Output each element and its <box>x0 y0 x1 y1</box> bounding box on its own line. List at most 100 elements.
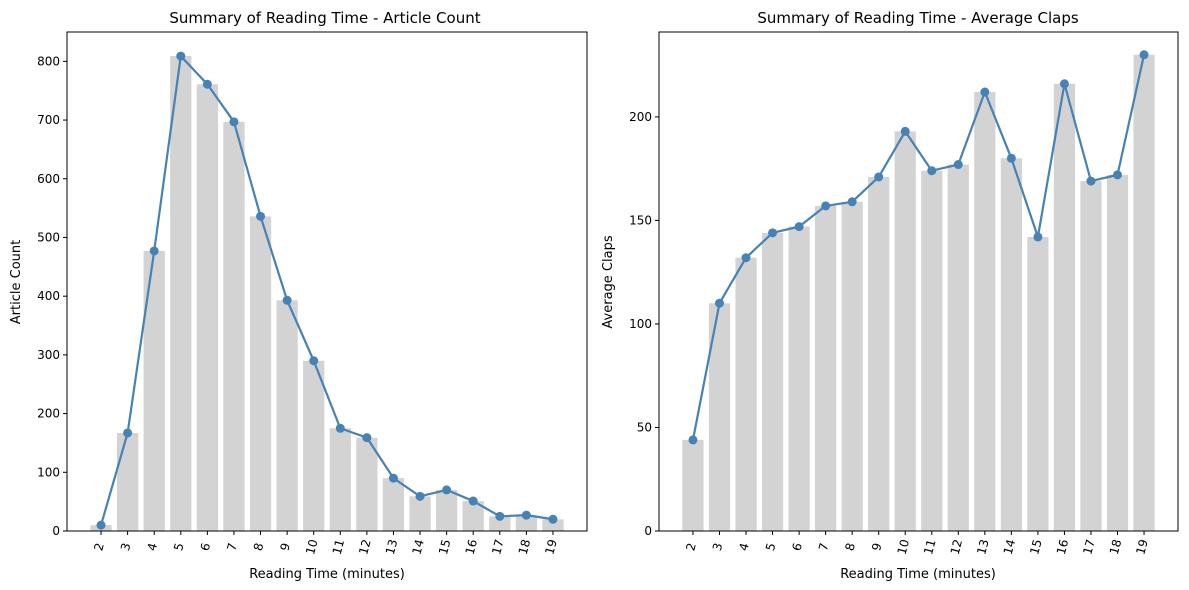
bar-5 <box>170 56 192 532</box>
bar-16 <box>1053 83 1076 531</box>
y-tick-label: 300 <box>37 348 60 362</box>
bar-17 <box>1080 181 1102 531</box>
point-11 <box>927 166 937 176</box>
x-tick-label: 19 <box>542 538 559 556</box>
bar-8 <box>841 201 863 531</box>
x-tick-label: 13 <box>383 538 400 556</box>
bar-9 <box>868 176 890 532</box>
point-12 <box>362 433 372 443</box>
point-11 <box>335 423 345 433</box>
bar-16 <box>462 501 484 531</box>
bars <box>90 56 564 532</box>
point-15 <box>442 485 452 495</box>
point-14 <box>1006 153 1016 163</box>
point-7 <box>229 117 239 127</box>
bar-12 <box>947 164 969 531</box>
bar-3 <box>116 432 139 531</box>
y-tick-label: 800 <box>37 54 60 68</box>
point-4 <box>149 246 159 256</box>
y-tick-label: 50 <box>637 420 652 434</box>
x-tick-label: 10 <box>303 538 320 556</box>
bar-11 <box>921 170 943 531</box>
plot-frame <box>66 31 588 532</box>
x-tick-label: 5 <box>763 541 779 552</box>
point-19 <box>1139 50 1149 60</box>
bar-5 <box>761 232 784 531</box>
x-tick-label: 7 <box>816 541 832 552</box>
y-axis: 0 100 200 300 400 500 600 700 800 <box>37 54 67 538</box>
point-9 <box>282 295 292 305</box>
y-tick-label: 500 <box>37 230 60 244</box>
y-tick-label: 400 <box>37 289 60 303</box>
bar-15 <box>1027 236 1049 531</box>
point-13 <box>980 87 990 97</box>
plot-frame <box>658 31 1179 532</box>
x-tick-label: 16 <box>1054 538 1071 556</box>
point-2 <box>96 520 106 530</box>
bar-14 <box>409 496 431 531</box>
chart-title: Summary of Reading Time - Average Claps <box>757 9 1079 27</box>
point-9 <box>874 172 884 182</box>
bar-6 <box>196 84 219 532</box>
bar-17 <box>489 516 511 531</box>
point-10 <box>309 356 319 366</box>
point-18 <box>521 510 531 520</box>
x-tick-label: 11 <box>330 538 347 556</box>
x-tick-label: 9 <box>278 541 294 552</box>
x-tick-label: 6 <box>198 541 214 552</box>
x-tick-label: 15 <box>1027 538 1044 556</box>
point-3 <box>123 428 133 438</box>
chart-average-claps: Summary of Reading Time - Average Claps … <box>601 9 1179 582</box>
point-2 <box>688 435 698 445</box>
bar-12 <box>356 437 378 531</box>
y-tick-label: 600 <box>37 172 60 186</box>
point-17 <box>495 511 505 521</box>
x-tick-label: 18 <box>1107 538 1124 556</box>
bar-13 <box>974 92 996 531</box>
x-tick-label: 17 <box>1080 538 1097 556</box>
bar-18 <box>1106 174 1129 531</box>
bar-4 <box>143 250 165 531</box>
bars <box>682 54 1155 532</box>
x-axis: 2 3 4 5 6 7 8 9 10 11 12 13 14 15 16 17 18 19 <box>683 531 1151 556</box>
y-tick-label: 100 <box>629 317 652 331</box>
line-series <box>688 50 1149 445</box>
x-tick-label: 8 <box>251 541 267 552</box>
x-axis-label: Reading Time (minutes) <box>249 567 405 582</box>
point-6 <box>794 222 804 232</box>
point-19 <box>548 514 558 524</box>
point-14 <box>415 491 425 501</box>
x-tick-label: 7 <box>224 541 240 552</box>
bar-19 <box>542 519 564 531</box>
series-line <box>99 54 554 526</box>
x-tick-label: 12 <box>356 538 373 556</box>
x-tick-label: 3 <box>118 541 134 552</box>
bar-2 <box>682 439 704 531</box>
y-tick-label: 200 <box>37 407 60 421</box>
x-tick-label: 12 <box>948 538 965 556</box>
bar-4 <box>735 257 757 531</box>
x-tick-label: 3 <box>710 541 726 552</box>
point-8 <box>847 197 857 207</box>
point-5 <box>768 228 778 238</box>
x-tick-label: 17 <box>489 538 506 556</box>
point-12 <box>953 160 963 170</box>
point-16 <box>468 496 478 506</box>
point-16 <box>1059 79 1069 89</box>
x-tick-label: 9 <box>869 541 885 552</box>
y-tick-label: 0 <box>644 524 652 538</box>
point-5 <box>176 51 186 61</box>
x-axis-label: Reading Time (minutes) <box>840 567 996 582</box>
point-8 <box>256 211 266 221</box>
y-tick-label: 200 <box>629 110 652 124</box>
point-7 <box>821 201 831 211</box>
x-tick-label: 16 <box>463 538 480 556</box>
series-line <box>691 54 1146 441</box>
y-axis: 0 50 100 150 200 <box>629 110 659 538</box>
x-tick-label: 14 <box>409 538 426 556</box>
chart-article-count: Summary of Reading Time - Article Count … <box>9 9 588 582</box>
y-axis-label: Article Count <box>9 240 24 324</box>
x-tick-label: 14 <box>1001 538 1018 556</box>
x-tick-label: 10 <box>895 538 912 556</box>
y-tick-label: 100 <box>37 465 60 479</box>
